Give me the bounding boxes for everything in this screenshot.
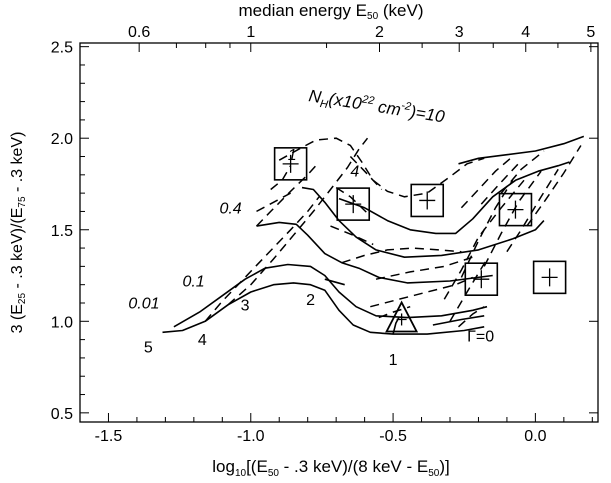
dashed-nh-curve: [335, 186, 369, 214]
nh-unit-sup: -2: [400, 100, 412, 113]
dashed-nh-curve: [341, 247, 462, 264]
curve-label: 1: [288, 147, 297, 164]
nh-post: )=10: [407, 102, 447, 127]
top-axis-label-pre: median energy E: [239, 1, 368, 20]
y-tick-label: 0.5: [51, 406, 73, 423]
dashed-nh-curve: [483, 170, 542, 267]
axes: -1.5 -1.0 -0.5 0.0 0.5 1.0 1.5 2.0 2.5 0.6 1 2 3 4 5: [51, 24, 599, 445]
nh-n: N: [307, 86, 323, 107]
solid-gamma-curve: [338, 161, 570, 235]
dashed-nh-curve: [457, 306, 485, 328]
dashed-nh-curve: [255, 161, 320, 227]
dashed-nh-curve: [349, 155, 383, 191]
curve-label: Γ=0: [467, 328, 494, 345]
x-tick-label: -1.0: [237, 428, 265, 445]
curve-label: 1: [389, 352, 398, 369]
square-marker: [532, 260, 567, 295]
curve-label: 5: [144, 339, 153, 356]
x-axis-label-pre: log: [212, 457, 235, 476]
dashed-nh-curve: [204, 196, 320, 322]
dashed-nh-curve: [443, 179, 525, 300]
top-tick-label: 3: [455, 24, 464, 41]
y-tick-label: 1.5: [51, 223, 73, 240]
top-axis-label: median energy E50 (keV): [239, 1, 424, 22]
y-axis-ticks: 0.5 1.0 1.5 2.0 2.5: [51, 40, 598, 423]
solid-gamma-curve: [324, 278, 345, 286]
curve-labels: 0.01 0.1 0.4 4 1 5 4 3 2 1 Γ=0: [128, 147, 494, 369]
y-axis-label: 3 (E25 - .3 keV)/(E75 - .3 keV): [9, 132, 28, 334]
dashed-nh-curve: [526, 145, 582, 227]
curve-label: 0.4: [219, 200, 241, 217]
dashed-nh-curve: [227, 137, 369, 306]
x-axis-label-mid2: - .3 keV)/(8 keV - E: [279, 457, 428, 476]
top-tick-label: 4: [521, 24, 530, 41]
y-axis-label-pre: 3 (E: [9, 304, 26, 333]
nh-unit: cm: [372, 96, 402, 119]
top-tick-label: 5: [586, 24, 595, 41]
x-tick-label: -1.5: [95, 428, 123, 445]
y-tick-label: 2.5: [51, 40, 73, 57]
square-marker: [410, 183, 445, 218]
curve-label: 4: [350, 164, 359, 181]
y-tick-label: 1.0: [51, 314, 73, 331]
solid-gamma-curve: [458, 135, 585, 165]
nh-column-density-label: NH(x1022 cm-2)=10: [307, 85, 447, 129]
plot-frame: [79, 42, 599, 423]
dashed-nh-curve: [375, 256, 474, 280]
source-markers: [273, 147, 567, 333]
dashed-nh-curve: [330, 225, 374, 246]
top-axis-label-sub: 50: [367, 11, 379, 22]
dashed-nh-curve: [500, 150, 545, 194]
x-axis-label: log10[(E50 - .3 keV)/(8 keV - E50)]: [212, 457, 449, 479]
x-axis-label-post: )]: [439, 457, 449, 476]
dashed-nh-curve: [256, 192, 291, 213]
y-axis-label-sub1: 25: [17, 293, 28, 305]
x-axis-label-sub1: 10: [235, 468, 247, 479]
top-tick-label: 2: [375, 24, 384, 41]
x-tick-label: -0.5: [379, 428, 407, 445]
curve-label: 3: [241, 297, 250, 314]
model-grid-curves: [162, 135, 585, 335]
y-axis-label-mid: - .3 keV)/(E: [9, 208, 26, 293]
top-axis-ticks: 0.6 1 2 3 4 5: [128, 24, 595, 52]
x-axis-label-mid1: [(E: [246, 457, 268, 476]
top-tick-label: 1: [246, 24, 255, 41]
solid-gamma-curve: [173, 263, 488, 328]
square-marker: [498, 192, 533, 227]
x-axis-label-sub3: 50: [428, 468, 440, 479]
x-axis-ticks: -1.5 -1.0 -0.5 0.0: [79, 413, 593, 445]
dashed-nh-curve: [278, 137, 485, 198]
top-axis-label-post: (keV): [378, 1, 423, 20]
dashed-nh-curve: [378, 305, 411, 319]
nh-sup: 22: [360, 93, 375, 107]
solid-gamma-curve: [432, 315, 485, 326]
y-axis-label-post: - .3 keV): [9, 132, 26, 197]
square-marker: [464, 262, 499, 296]
triangle-marker: [385, 300, 419, 333]
dashed-nh-curve: [449, 258, 488, 322]
y-axis-label-sub2: 75: [17, 196, 28, 208]
dashed-nh-curve: [480, 163, 519, 205]
curve-label: 2: [306, 292, 315, 309]
dashed-nh-curve: [460, 155, 514, 209]
dashed-nh-curve: [370, 276, 474, 308]
x-axis-label-sub2: 50: [268, 468, 280, 479]
square-marker: [273, 147, 308, 181]
nh-mid: (x10: [327, 89, 363, 113]
square-marker: [336, 187, 371, 221]
top-tick-label: 0.6: [128, 24, 150, 41]
curve-label: 0.1: [182, 274, 204, 291]
nh-n-sub: H: [319, 98, 329, 111]
dashed-nh-curve: [270, 165, 292, 191]
y-tick-label: 2.0: [51, 131, 73, 148]
x-tick-label: 0.0: [524, 428, 546, 445]
curve-label: 4: [198, 332, 207, 349]
solid-gamma-curve: [162, 282, 485, 335]
curve-label: 0.01: [128, 295, 159, 312]
